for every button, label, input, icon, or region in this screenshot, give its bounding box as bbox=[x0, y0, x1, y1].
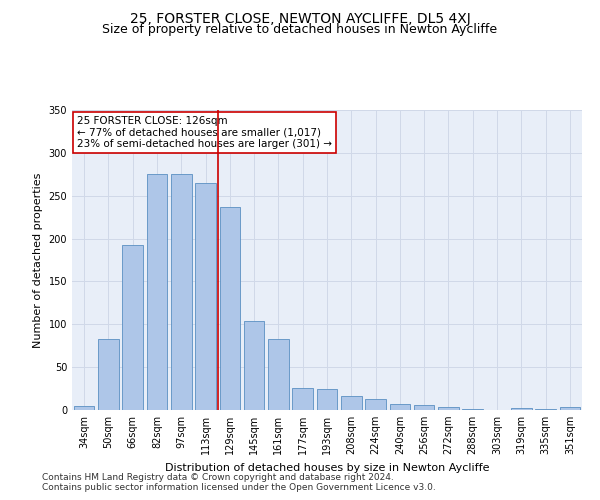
Bar bbox=[341, 396, 362, 410]
Bar bbox=[195, 183, 216, 410]
Bar bbox=[146, 174, 167, 410]
Bar bbox=[511, 408, 532, 410]
Bar bbox=[220, 207, 240, 410]
Bar bbox=[463, 409, 483, 410]
Bar bbox=[171, 174, 191, 410]
Bar bbox=[365, 399, 386, 410]
Bar bbox=[535, 409, 556, 410]
Bar bbox=[98, 339, 119, 410]
Text: Contains HM Land Registry data © Crown copyright and database right 2024.: Contains HM Land Registry data © Crown c… bbox=[42, 474, 394, 482]
Bar bbox=[244, 321, 265, 410]
X-axis label: Distribution of detached houses by size in Newton Aycliffe: Distribution of detached houses by size … bbox=[165, 462, 489, 472]
Text: Size of property relative to detached houses in Newton Aycliffe: Size of property relative to detached ho… bbox=[103, 22, 497, 36]
Text: 25, FORSTER CLOSE, NEWTON AYCLIFFE, DL5 4XJ: 25, FORSTER CLOSE, NEWTON AYCLIFFE, DL5 … bbox=[130, 12, 470, 26]
Bar bbox=[414, 405, 434, 410]
Y-axis label: Number of detached properties: Number of detached properties bbox=[33, 172, 43, 348]
Text: Contains public sector information licensed under the Open Government Licence v3: Contains public sector information licen… bbox=[42, 484, 436, 492]
Text: 25 FORSTER CLOSE: 126sqm
← 77% of detached houses are smaller (1,017)
23% of sem: 25 FORSTER CLOSE: 126sqm ← 77% of detach… bbox=[77, 116, 332, 149]
Bar bbox=[438, 406, 459, 410]
Bar bbox=[74, 406, 94, 410]
Bar bbox=[122, 244, 143, 410]
Bar bbox=[292, 388, 313, 410]
Bar bbox=[268, 339, 289, 410]
Bar bbox=[389, 404, 410, 410]
Bar bbox=[560, 408, 580, 410]
Bar bbox=[317, 388, 337, 410]
